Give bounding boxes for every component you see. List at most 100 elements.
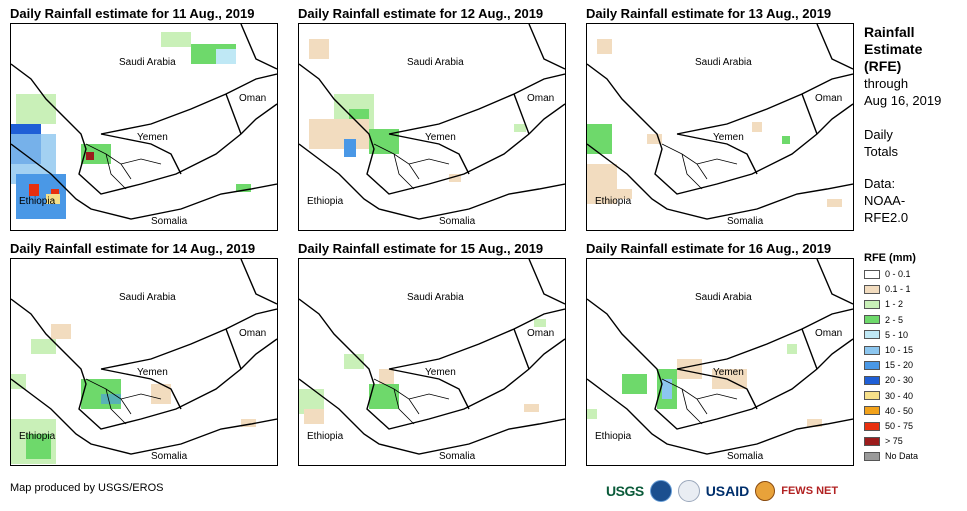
noaa-logo-icon bbox=[649, 480, 672, 502]
label-saudi-arabia: Saudi Arabia bbox=[695, 292, 752, 303]
legend-swatch bbox=[864, 330, 880, 340]
label-somalia: Somalia bbox=[439, 216, 476, 227]
label-oman: Oman bbox=[527, 328, 555, 339]
legend-item: 20 - 30 bbox=[864, 374, 913, 386]
legend-swatch bbox=[864, 299, 880, 309]
legend-item: 50 - 75 bbox=[864, 420, 913, 432]
legend-label: 30 - 40 bbox=[885, 390, 914, 401]
legend-label: 20 - 30 bbox=[885, 375, 914, 386]
panel-title-12aug: Daily Rainfall estimate for 12 Aug., 201… bbox=[298, 6, 544, 21]
side-source2: RFE2.0 bbox=[864, 210, 909, 225]
side-info: Rainfall Estimate (RFE) through Aug 16, … bbox=[864, 24, 941, 226]
legend-label: 40 - 50 bbox=[885, 405, 914, 416]
side-source1: NOAA- bbox=[864, 193, 906, 208]
legend-item: > 75 bbox=[864, 435, 903, 447]
label-oman: Oman bbox=[815, 93, 843, 104]
legend-item: 0 - 0.1 bbox=[864, 268, 911, 280]
label-somalia: Somalia bbox=[727, 216, 764, 227]
label-yemen: Yemen bbox=[137, 132, 168, 143]
logo-bar: USGS USAID FEWS NET bbox=[606, 480, 838, 502]
label-saudi-arabia: Saudi Arabia bbox=[695, 57, 752, 68]
rainfall-map bbox=[299, 259, 565, 455]
usaid-logo: USAID bbox=[705, 483, 750, 499]
label-ethiopia: Ethiopia bbox=[307, 196, 344, 207]
panel-title-13aug: Daily Rainfall estimate for 13 Aug., 201… bbox=[586, 6, 832, 21]
side-totals: Totals bbox=[864, 144, 898, 159]
usgs-logo: USGS bbox=[606, 483, 644, 499]
panel-title-16aug: Daily Rainfall estimate for 16 Aug., 201… bbox=[586, 241, 832, 256]
legend-item: 0.1 - 1 bbox=[864, 283, 911, 295]
legend-swatch bbox=[864, 406, 880, 416]
label-ethiopia: Ethiopia bbox=[19, 431, 56, 442]
legend-item: 10 - 15 bbox=[864, 344, 913, 356]
legend-label: 0 - 0.1 bbox=[885, 269, 911, 279]
legend-swatch bbox=[864, 421, 880, 431]
side-daily: Daily bbox=[864, 127, 893, 142]
label-saudi-arabia: Saudi Arabia bbox=[407, 292, 464, 303]
label-ethiopia: Ethiopia bbox=[595, 431, 632, 442]
label-yemen: Yemen bbox=[137, 367, 168, 378]
legend-label: 2 - 5 bbox=[885, 314, 904, 325]
side-title-line2: Estimate bbox=[864, 41, 923, 57]
map-panel-14aug: Saudi Arabia Oman Yemen Ethiopia Somalia bbox=[10, 258, 278, 466]
legend-item: 1 - 2 bbox=[864, 298, 903, 310]
label-yemen: Yemen bbox=[425, 132, 456, 143]
legend-item: 30 - 40 bbox=[864, 390, 913, 402]
legend-swatch bbox=[864, 391, 880, 401]
side-data-label: Data: bbox=[864, 176, 896, 191]
legend-item: 2 - 5 bbox=[864, 314, 903, 326]
legend-swatch bbox=[864, 436, 880, 446]
fews-net-logo: FEWS NET bbox=[781, 485, 839, 497]
legend-label: 1 - 2 bbox=[885, 299, 904, 310]
legend-item: 5 - 10 bbox=[864, 329, 908, 341]
label-yemen: Yemen bbox=[713, 132, 744, 143]
label-oman: Oman bbox=[527, 93, 555, 104]
legend-item: 15 - 20 bbox=[864, 359, 913, 371]
label-somalia: Somalia bbox=[727, 451, 764, 462]
label-yemen: Yemen bbox=[713, 367, 744, 378]
panel-title-11aug: Daily Rainfall estimate for 11 Aug., 201… bbox=[10, 6, 255, 21]
side-date: Aug 16, 2019 bbox=[864, 93, 942, 108]
legend-swatch bbox=[864, 315, 880, 325]
label-ethiopia: Ethiopia bbox=[595, 196, 632, 207]
map-panel-11aug: Saudi Arabia Oman Yemen Ethiopia Somalia bbox=[10, 23, 278, 231]
legend-label: 5 - 10 bbox=[885, 329, 909, 340]
legend-item: 40 - 50 bbox=[864, 405, 913, 417]
label-saudi-arabia: Saudi Arabia bbox=[119, 292, 176, 303]
map-panel-13aug: Saudi Arabia Oman Yemen Ethiopia Somalia bbox=[586, 23, 854, 231]
rainfall-map bbox=[587, 259, 853, 455]
side-title-line1: Rainfall bbox=[864, 24, 915, 40]
side-title-line3: (RFE) bbox=[864, 58, 902, 74]
legend-swatch bbox=[864, 284, 880, 294]
usaid-seal-icon bbox=[677, 480, 700, 502]
label-oman: Oman bbox=[815, 328, 843, 339]
label-ethiopia: Ethiopia bbox=[307, 431, 344, 442]
legend-title: RFE (mm) bbox=[864, 252, 916, 264]
map-panel-15aug: Saudi Arabia Oman Yemen Ethiopia Somalia bbox=[298, 258, 566, 466]
rainfall-map bbox=[299, 24, 565, 220]
fews-net-globe-icon bbox=[755, 481, 776, 501]
legend-label: 15 - 20 bbox=[885, 360, 914, 371]
legend-label: > 75 bbox=[885, 436, 903, 447]
panel-title-15aug: Daily Rainfall estimate for 15 Aug., 201… bbox=[298, 241, 544, 256]
label-saudi-arabia: Saudi Arabia bbox=[407, 57, 464, 68]
legend-swatch bbox=[864, 375, 880, 385]
label-somalia: Somalia bbox=[151, 451, 188, 462]
label-ethiopia: Ethiopia bbox=[19, 196, 56, 207]
legend-swatch bbox=[864, 345, 880, 355]
label-saudi-arabia: Saudi Arabia bbox=[119, 57, 176, 68]
map-panel-12aug: Saudi Arabia Oman Yemen Ethiopia Somalia bbox=[298, 23, 566, 231]
legend-label: 50 - 75 bbox=[885, 421, 914, 431]
rainfall-map bbox=[11, 24, 277, 220]
legend-label: 10 - 15 bbox=[885, 345, 914, 355]
label-yemen: Yemen bbox=[425, 367, 456, 378]
label-somalia: Somalia bbox=[151, 216, 188, 227]
label-oman: Oman bbox=[239, 328, 267, 339]
map-panel-16aug: Saudi Arabia Oman Yemen Ethiopia Somalia bbox=[586, 258, 854, 466]
legend-label: 0.1 - 1 bbox=[885, 284, 911, 295]
rainfall-map bbox=[587, 24, 853, 220]
legend-label: No Data bbox=[885, 451, 919, 462]
legend-item: No Data bbox=[864, 450, 918, 462]
label-somalia: Somalia bbox=[439, 451, 476, 462]
legend-swatch bbox=[864, 360, 880, 370]
